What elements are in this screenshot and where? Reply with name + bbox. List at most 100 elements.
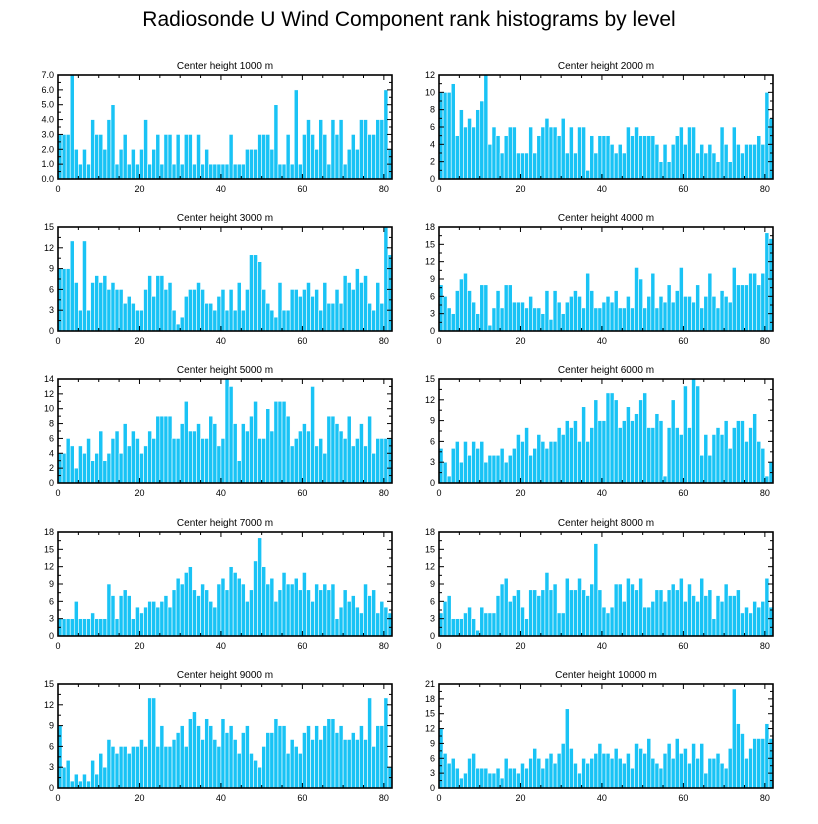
histogram-bar xyxy=(491,307,497,332)
y-tick-label: 10 xyxy=(425,87,435,97)
histogram-bar xyxy=(683,385,688,484)
histogram-bar xyxy=(330,302,336,332)
histogram-bar xyxy=(744,144,749,180)
histogram-bar xyxy=(650,427,656,484)
x-tick-label: 40 xyxy=(216,641,226,651)
histogram-bar xyxy=(585,595,591,637)
histogram-bar xyxy=(658,767,664,789)
y-tick-label: 0 xyxy=(430,478,435,488)
histogram-bar xyxy=(367,134,372,180)
y-tick-label: 0 xyxy=(49,478,54,488)
histogram-bar xyxy=(265,134,271,180)
histogram-bar xyxy=(363,445,368,484)
y-tick-label: 7.0 xyxy=(41,70,54,80)
histogram-bar xyxy=(748,144,753,180)
histogram-bar xyxy=(359,282,364,332)
histogram-bar xyxy=(208,302,214,332)
histogram-bar xyxy=(617,583,623,637)
histogram-bar xyxy=(106,119,112,180)
x-tick-label: 80 xyxy=(379,336,389,346)
histogram-bar xyxy=(626,753,631,789)
histogram-bar xyxy=(228,289,234,332)
histogram-bar xyxy=(367,415,372,484)
histogram-bar xyxy=(155,275,161,332)
y-tick-label: 6 xyxy=(430,291,435,301)
x-tick-label: 0 xyxy=(55,488,60,498)
histogram-bar xyxy=(516,152,521,180)
histogram-bar xyxy=(338,725,344,789)
histogram-bar xyxy=(277,400,283,484)
histogram-bar xyxy=(171,589,177,637)
histogram-bar xyxy=(569,296,574,332)
histogram-bar xyxy=(638,135,643,180)
y-tick-label: 0 xyxy=(430,783,435,793)
histogram-bar xyxy=(679,577,684,637)
histogram-bar xyxy=(442,92,448,180)
x-tick-label: 60 xyxy=(678,641,688,651)
histogram-bar xyxy=(355,438,360,484)
histogram-bar xyxy=(736,589,741,637)
histogram-bar xyxy=(228,386,234,484)
histogram-bar xyxy=(536,135,542,180)
x-tick-label: 20 xyxy=(134,488,144,498)
histogram-bar xyxy=(277,725,283,789)
histogram-bar xyxy=(560,612,566,637)
histogram-bar xyxy=(520,762,525,789)
histogram-bar xyxy=(699,743,705,789)
histogram-bar xyxy=(617,307,623,332)
histogram-bar xyxy=(73,467,79,484)
histogram-bar xyxy=(155,134,161,180)
histogram-bar xyxy=(589,290,595,332)
histogram-bar xyxy=(289,739,295,789)
histogram-bar xyxy=(159,601,165,637)
x-tick-label: 20 xyxy=(515,641,525,651)
histogram-bar xyxy=(454,441,460,484)
histogram-bar xyxy=(560,743,566,789)
histogram-bar xyxy=(666,589,672,637)
histogram-bar xyxy=(139,612,144,637)
histogram-bar xyxy=(322,134,328,180)
histogram-bar xyxy=(375,725,381,789)
histogram-bar xyxy=(581,406,586,484)
histogram-bar xyxy=(654,413,660,484)
histogram-bar xyxy=(479,284,485,332)
histogram-bar xyxy=(249,753,254,789)
histogram-bar xyxy=(98,430,104,484)
histogram-bar xyxy=(524,618,529,637)
histogram-bar xyxy=(597,743,603,789)
x-tick-label: 60 xyxy=(297,641,307,651)
x-tick-label: 20 xyxy=(515,793,525,803)
histogram-bar xyxy=(679,753,684,789)
histogram-bar xyxy=(269,430,275,484)
x-tick-label: 20 xyxy=(134,184,144,194)
histogram-bar xyxy=(310,386,315,484)
panel-title: Center height 1000 m xyxy=(177,61,273,72)
histogram-bar xyxy=(298,753,303,789)
histogram-bar xyxy=(446,92,452,180)
x-tick-label: 0 xyxy=(436,641,441,651)
histogram-bar xyxy=(179,583,185,637)
histogram-bar xyxy=(200,739,205,789)
histogram-bar xyxy=(78,618,83,637)
histogram-bar xyxy=(102,275,108,332)
histogram-bar xyxy=(638,278,643,332)
histogram-bar xyxy=(298,296,303,332)
histogram-bar xyxy=(240,163,246,180)
histogram-bar xyxy=(293,746,299,789)
histogram-bar xyxy=(727,595,733,637)
histogram-bar xyxy=(748,427,753,484)
histogram-bar xyxy=(548,126,554,180)
histogram-bar xyxy=(520,152,525,180)
histogram-bar xyxy=(355,268,360,332)
histogram-bar xyxy=(216,583,222,637)
histogram-bar xyxy=(593,753,599,789)
histogram-bar xyxy=(723,144,729,180)
histogram-bar xyxy=(151,296,157,332)
histogram-bar xyxy=(220,577,226,637)
histogram-bar xyxy=(674,589,680,637)
histogram-bar xyxy=(342,438,348,484)
y-tick-label: 18 xyxy=(425,222,435,232)
histogram-bar xyxy=(204,589,210,637)
histogram-bar xyxy=(719,434,725,484)
histogram-bar xyxy=(147,601,152,637)
